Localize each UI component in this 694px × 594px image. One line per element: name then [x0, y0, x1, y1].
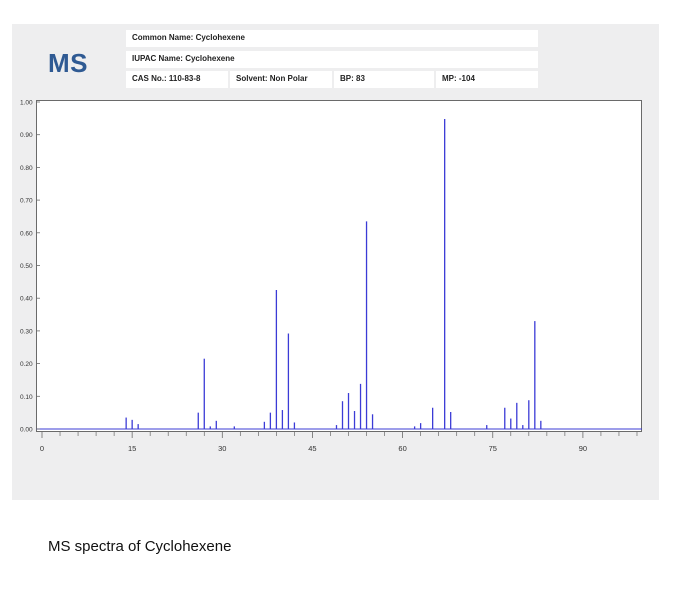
- y-tick-label: 1.00: [20, 100, 33, 107]
- x-tick-label: 45: [308, 444, 316, 453]
- plot-area: [36, 100, 642, 432]
- y-tick-label: 0.80: [20, 165, 33, 172]
- solvent-field: Solvent: Non Polar: [230, 71, 332, 88]
- ms-logo: MS: [48, 48, 88, 78]
- x-tick-label: 15: [128, 444, 136, 453]
- iupac-name-field: IUPAC Name: Cyclohexene: [126, 51, 538, 68]
- cas-no-field: CAS No.: 110-83-8: [126, 71, 228, 88]
- x-tick-label: 0: [40, 444, 44, 453]
- y-tick-label: 0.90: [20, 132, 33, 139]
- mp-field: MP: -104: [436, 71, 538, 88]
- y-tick-label: 0.40: [20, 296, 33, 303]
- x-tick-label: 60: [398, 444, 406, 453]
- x-tick-label: 30: [218, 444, 226, 453]
- bp-field: BP: 83: [334, 71, 434, 88]
- y-tick-label: 0.70: [20, 198, 33, 205]
- x-tick-label: 90: [579, 444, 587, 453]
- y-tick-label: 0.50: [20, 263, 33, 270]
- y-tick-label: 0.20: [20, 361, 33, 368]
- common-name-field: Common Name: Cyclohexene: [126, 30, 538, 47]
- y-tick-label: 0.10: [20, 394, 33, 401]
- y-tick-label: 0.30: [20, 328, 33, 335]
- y-tick-label: 0.60: [20, 230, 33, 237]
- x-tick-label: 75: [489, 444, 497, 453]
- y-tick-label: 0.00: [20, 427, 33, 434]
- figure-caption: MS spectra of Cyclohexene: [48, 538, 232, 555]
